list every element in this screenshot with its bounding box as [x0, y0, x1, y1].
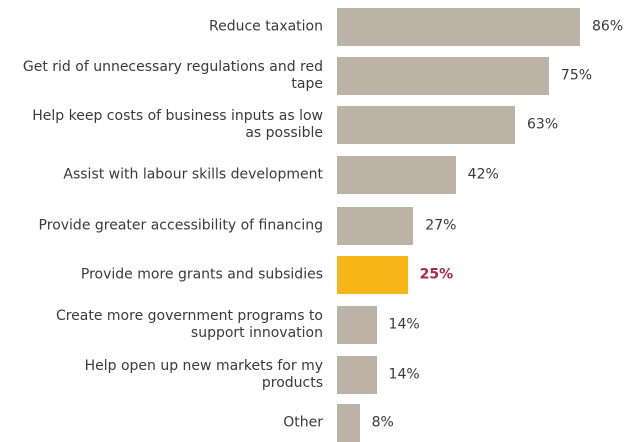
category-label: Create more government programs to suppor…	[3, 308, 323, 342]
category-label-line: Other	[283, 414, 323, 431]
data-label: 25%	[419, 266, 454, 283]
category-label-line: Help keep costs of business inputs as lo…	[32, 108, 323, 124]
category-label-line: Assist with labour skills development	[63, 166, 323, 183]
category-label: Reduce taxation	[3, 19, 323, 36]
bar	[337, 106, 515, 144]
data-label: 8%	[371, 414, 394, 431]
category-label-line: Create more government programs to	[55, 308, 323, 324]
bar	[337, 356, 377, 394]
bar	[337, 404, 360, 442]
category-label-line: Reduce taxation	[209, 18, 323, 35]
data-label: 63%	[527, 116, 559, 133]
category-label: Help open up new markets for my products	[3, 358, 323, 392]
bar-highlighted	[337, 256, 408, 294]
category-label: Help keep costs of business inputs as lo…	[3, 108, 323, 142]
category-label-line: as possible	[245, 125, 323, 141]
category-label-line: support innovation	[190, 325, 323, 341]
data-label: 27%	[425, 217, 457, 234]
category-label: Get rid of unnecessary regulations and r…	[3, 59, 323, 93]
category-label-line: Provide greater accessibility of financi…	[38, 217, 323, 234]
bar	[337, 8, 580, 46]
category-label: Provide greater accessibility of financi…	[3, 218, 323, 235]
category-label: Provide more grants and subsidies	[3, 267, 323, 284]
category-label: Other	[3, 415, 323, 432]
category-label: Assist with labour skills development	[3, 167, 323, 184]
category-label-line: tape	[291, 76, 323, 92]
data-label: 42%	[467, 166, 499, 183]
bar	[337, 57, 549, 95]
category-label-line: Get rid of unnecessary regulations and r…	[22, 59, 323, 75]
data-label: 75%	[560, 67, 593, 84]
category-label-line: products	[261, 375, 323, 391]
bar	[337, 306, 377, 344]
category-label-line: Help open up new markets for my	[84, 358, 323, 374]
category-label-line: Provide more grants and subsidies	[80, 266, 323, 283]
bar	[337, 156, 456, 194]
data-label: 86%	[592, 18, 624, 35]
data-label: 14%	[388, 316, 420, 333]
data-label: 14%	[388, 366, 420, 383]
bar	[337, 207, 414, 245]
